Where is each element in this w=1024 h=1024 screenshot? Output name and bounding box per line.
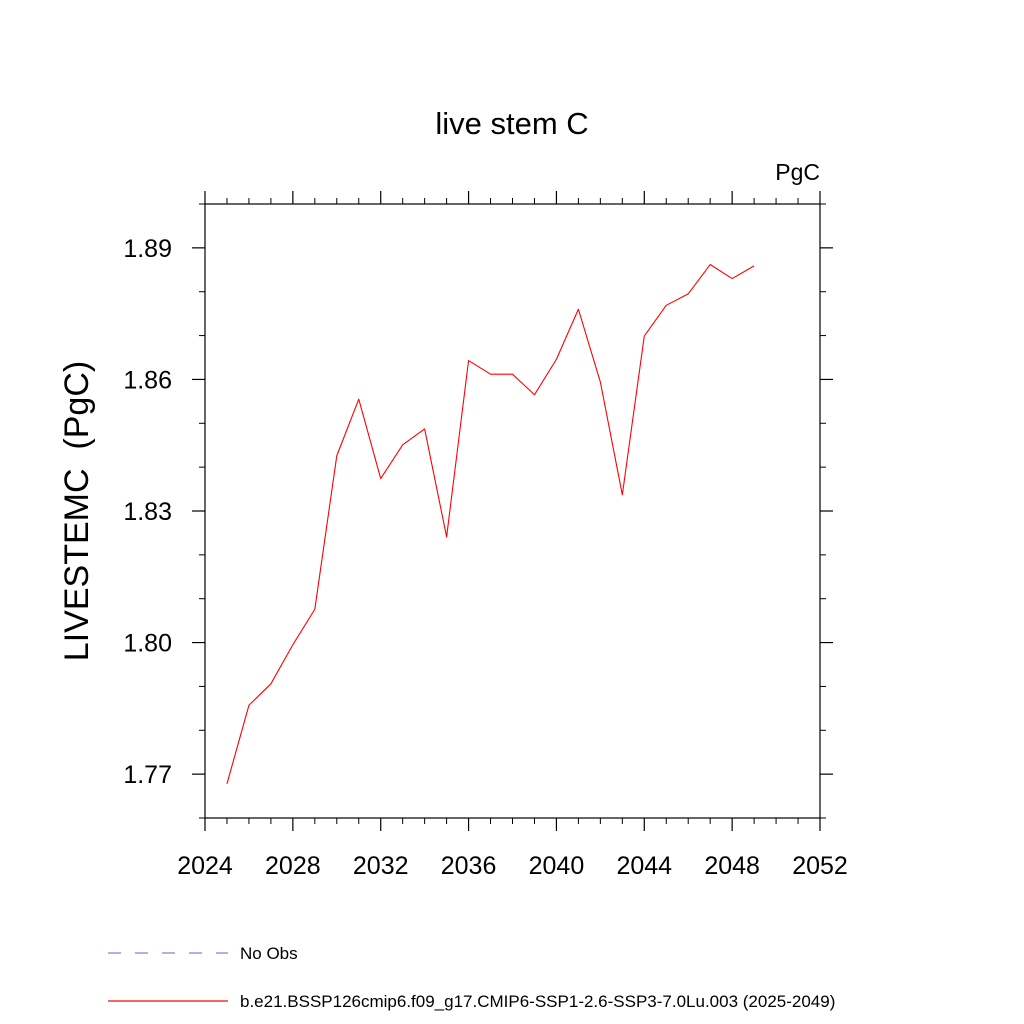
- chart-title: live stem C: [435, 106, 588, 141]
- y-tick-label: 1.86: [123, 366, 172, 394]
- x-tick-label: 2040: [529, 852, 585, 880]
- legend: No Obs b.e21.BSSP126cmip6.f09_g17.CMIP6-…: [108, 944, 835, 1011]
- series-group: [226, 263, 755, 784]
- x-tick-label: 2028: [265, 852, 321, 880]
- x-tick-label: 2036: [441, 852, 497, 880]
- y-tick-label: 1.89: [123, 235, 172, 263]
- x-tick-labels: 2024 2028 2032 2036 2040 2044 2048 2052: [177, 852, 848, 880]
- y-tick-label: 1.83: [123, 498, 172, 526]
- x-tick-label: 2032: [353, 852, 409, 880]
- legend-series-label: b.e21.BSSP126cmip6.f09_g17.CMIP6-SSP1-2.…: [240, 992, 835, 1011]
- legend-no-obs-label: No Obs: [240, 944, 298, 963]
- y-axis-label: LIVESTEMC (PgC): [58, 361, 96, 661]
- y-tick-labels: 1.77 1.80 1.83 1.86 1.89: [123, 235, 172, 789]
- series-line: [226, 263, 755, 784]
- plot-frame: [204, 203, 821, 819]
- axis-ticks: [192, 191, 833, 831]
- units-label: PgC: [775, 159, 820, 185]
- x-tick-label: 2044: [616, 852, 672, 880]
- x-tick-label: 2024: [177, 852, 233, 880]
- y-tick-label: 1.77: [123, 761, 172, 789]
- x-tick-label: 2052: [792, 852, 848, 880]
- y-tick-label: 1.80: [123, 630, 172, 658]
- x-tick-label: 2048: [704, 852, 760, 880]
